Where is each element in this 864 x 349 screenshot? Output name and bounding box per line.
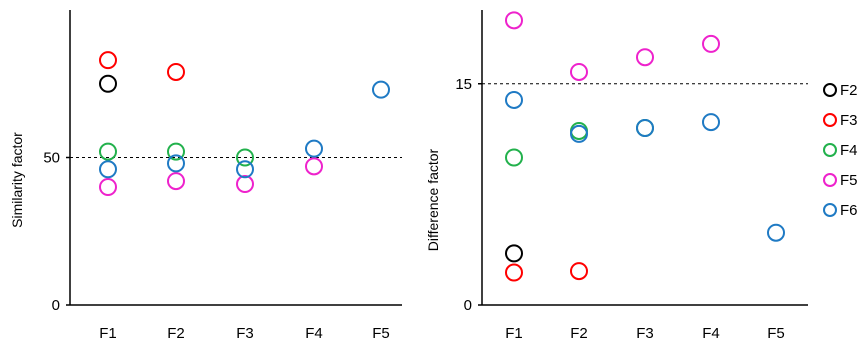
similarity-point-f6-f1 bbox=[99, 160, 117, 179]
legend-marker-f2 bbox=[823, 83, 837, 97]
similarity-point-f4-f3 bbox=[236, 148, 254, 167]
difference-x-tick-label: F1 bbox=[505, 325, 523, 342]
similarity-point-f5-f3 bbox=[236, 175, 254, 194]
similarity-point-f2-f1 bbox=[99, 74, 117, 93]
difference-y-tick-label: 15 bbox=[455, 76, 472, 93]
difference-point-f5-f1 bbox=[505, 11, 523, 30]
difference-point-f6-f2 bbox=[570, 124, 588, 143]
legend-marker-f4 bbox=[823, 143, 837, 157]
legend: F2 F3 F4 F5 F6 bbox=[823, 82, 858, 219]
difference-point-f6-f3 bbox=[636, 119, 654, 137]
similarity-point-f6-f4 bbox=[305, 139, 323, 158]
difference-point-f6-f4 bbox=[702, 113, 720, 132]
difference-point-f3-f1 bbox=[505, 263, 523, 282]
difference-point-f6-f1 bbox=[505, 90, 523, 109]
similarity-point-f5-f2 bbox=[167, 172, 185, 191]
difference-point-f5-f4 bbox=[702, 34, 720, 53]
similarity-x-tick-label: F5 bbox=[372, 325, 390, 342]
similarity-point-f5-f1 bbox=[99, 178, 117, 196]
similarity-point-f4-f2 bbox=[167, 142, 185, 161]
difference-factor-chart: 0 15 F1 F2 F3 F4 F5 Difference factor bbox=[425, 10, 808, 342]
legend-marker-f5 bbox=[823, 173, 837, 187]
legend-marker-f3 bbox=[823, 113, 837, 127]
legend-label-f2: F2 bbox=[840, 82, 858, 99]
difference-point-f3-f2 bbox=[570, 262, 588, 281]
difference-point-f4-f1 bbox=[505, 148, 523, 167]
similarity-x-tick-label: F1 bbox=[99, 325, 117, 342]
similarity-y-axis-title: Similarity factor bbox=[9, 132, 25, 228]
difference-x-tick-label: F2 bbox=[570, 325, 588, 342]
difference-x-tick-label: F3 bbox=[636, 325, 654, 342]
similarity-y-tick-label: 50 bbox=[43, 150, 60, 167]
legend-label-f4: F4 bbox=[840, 142, 858, 159]
similarity-y-tick-label: 0 bbox=[52, 297, 60, 314]
similarity-x-tick-label: F2 bbox=[167, 325, 185, 342]
legend-label-f3: F3 bbox=[840, 112, 858, 129]
similarity-point-f5-f4 bbox=[305, 157, 323, 176]
similarity-point-f3-f2 bbox=[167, 62, 185, 81]
difference-x-tick-label: F5 bbox=[767, 325, 785, 342]
legend-label-f6: F6 bbox=[840, 202, 858, 219]
legend-label-f5: F5 bbox=[840, 172, 858, 189]
similarity-point-f3-f1 bbox=[99, 51, 117, 70]
similarity-x-tick-label: F4 bbox=[305, 325, 323, 342]
similarity-x-tick-label: F3 bbox=[236, 325, 254, 342]
difference-y-tick-label: 0 bbox=[464, 297, 472, 314]
difference-y-axis-title: Difference factor bbox=[425, 148, 441, 251]
legend-marker-f6 bbox=[823, 203, 837, 217]
difference-x-tick-label: F4 bbox=[702, 325, 720, 342]
difference-point-f5-f2 bbox=[570, 62, 588, 81]
similarity-point-f6-f3 bbox=[236, 160, 254, 179]
difference-point-f2-f1 bbox=[505, 244, 523, 263]
similarity-point-f6-f5 bbox=[372, 80, 390, 99]
similarity-point-f4-f1 bbox=[99, 142, 117, 161]
difference-point-f6-f5 bbox=[767, 223, 785, 242]
similarity-point-f6-f2 bbox=[167, 154, 185, 173]
difference-point-f5-f3 bbox=[636, 48, 654, 67]
similarity-factor-chart: 0 50 F1 F2 F3 F4 F5 Similarity factor bbox=[9, 10, 402, 342]
